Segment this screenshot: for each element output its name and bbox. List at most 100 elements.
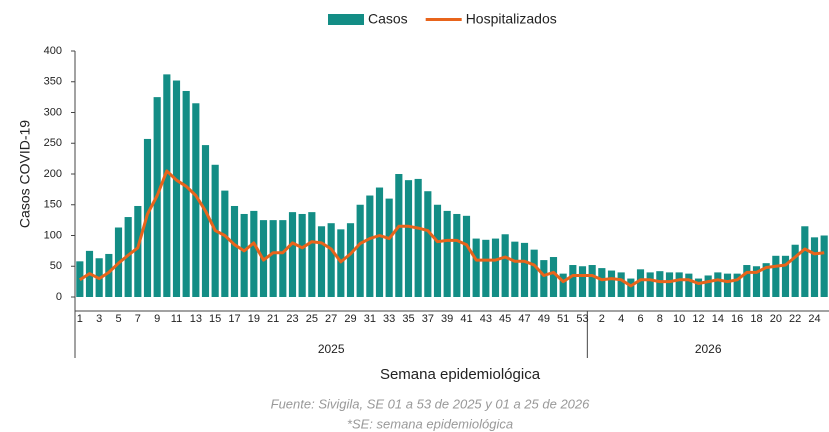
bar bbox=[269, 220, 277, 297]
y-tick-label: 350 bbox=[44, 76, 62, 88]
bar bbox=[820, 235, 828, 297]
bar bbox=[375, 187, 384, 297]
bar bbox=[134, 205, 142, 297]
bar bbox=[385, 198, 393, 297]
x-tick-label: 49 bbox=[538, 313, 550, 325]
x-tick-label: 8 bbox=[657, 313, 663, 325]
bar bbox=[743, 265, 751, 297]
bar bbox=[501, 234, 509, 297]
x-tick-label: 25 bbox=[306, 313, 318, 325]
x-tick-label: 37 bbox=[422, 313, 434, 325]
x-tick-label: 41 bbox=[460, 313, 472, 325]
bar bbox=[588, 265, 596, 297]
bar bbox=[308, 212, 316, 297]
x-tick-label: 22 bbox=[789, 313, 801, 325]
x-tick-label: 12 bbox=[692, 313, 704, 325]
x-tick-label: 29 bbox=[344, 313, 356, 325]
x-tick-label: 3 bbox=[96, 313, 102, 325]
footnote: *SE: semana epidemiológica bbox=[347, 416, 513, 431]
bar bbox=[172, 80, 181, 298]
bar bbox=[627, 278, 635, 297]
bar bbox=[549, 257, 558, 297]
bar bbox=[801, 226, 809, 297]
bar bbox=[443, 210, 451, 297]
bar bbox=[617, 272, 625, 297]
x-tick-label: 17 bbox=[228, 313, 240, 325]
y-tick-label: 150 bbox=[44, 199, 62, 211]
bar bbox=[791, 244, 799, 297]
bar bbox=[230, 205, 239, 297]
bar bbox=[433, 204, 442, 297]
bar bbox=[346, 223, 355, 297]
bar bbox=[733, 273, 741, 297]
bar bbox=[482, 239, 490, 297]
bar bbox=[366, 195, 374, 297]
x-tick-label: 2 bbox=[599, 313, 605, 325]
bar bbox=[182, 90, 190, 297]
bar bbox=[327, 223, 335, 297]
x-tick-label: 53 bbox=[576, 313, 588, 325]
source-note: Fuente: Sivigila, SE 01 a 53 de 2025 y 0… bbox=[271, 396, 591, 411]
x-tick-label: 43 bbox=[480, 313, 492, 325]
bar bbox=[105, 253, 113, 297]
bar bbox=[569, 265, 577, 297]
x-tick-label: 14 bbox=[712, 313, 724, 325]
bar bbox=[675, 272, 683, 297]
y-tick-label: 0 bbox=[56, 291, 62, 303]
bar bbox=[578, 266, 587, 297]
bar bbox=[163, 74, 171, 298]
bar bbox=[559, 273, 567, 297]
bar bbox=[704, 275, 712, 297]
x-tick-label: 6 bbox=[637, 313, 643, 325]
bar bbox=[298, 213, 306, 297]
bar bbox=[288, 212, 297, 297]
bar bbox=[472, 238, 480, 297]
bar bbox=[530, 249, 538, 297]
legend-label: Hospitalizados bbox=[466, 11, 557, 27]
group-label: 2025 bbox=[318, 342, 345, 356]
y-tick-label: 50 bbox=[50, 260, 62, 272]
x-tick-label: 39 bbox=[441, 313, 453, 325]
bar bbox=[462, 215, 471, 297]
y-tick-label: 300 bbox=[44, 106, 62, 118]
bar bbox=[762, 263, 770, 297]
bar bbox=[636, 269, 645, 297]
x-tick-label: 21 bbox=[267, 313, 279, 325]
x-tick-label: 47 bbox=[518, 313, 530, 325]
bar bbox=[772, 255, 780, 297]
bar bbox=[404, 180, 413, 297]
x-tick-label: 20 bbox=[770, 313, 782, 325]
legend-swatch bbox=[328, 14, 364, 25]
y-axis-title: Casos COVID-19 bbox=[17, 120, 33, 228]
x-tick-label: 15 bbox=[209, 313, 221, 325]
bar bbox=[598, 268, 606, 297]
bar bbox=[453, 213, 461, 297]
x-tick-label: 16 bbox=[731, 313, 743, 325]
bar bbox=[317, 226, 326, 297]
bar bbox=[714, 272, 722, 297]
bar bbox=[540, 260, 548, 297]
bar bbox=[752, 266, 761, 297]
y-tick-label: 250 bbox=[44, 137, 62, 149]
x-tick-label: 7 bbox=[135, 313, 141, 325]
bar bbox=[221, 190, 229, 297]
x-tick-label: 33 bbox=[383, 313, 395, 325]
x-tick-label: 18 bbox=[750, 313, 762, 325]
x-tick-label: 9 bbox=[154, 313, 160, 325]
bar bbox=[356, 204, 364, 297]
bar bbox=[694, 278, 703, 297]
bar bbox=[240, 213, 248, 297]
x-tick-label: 10 bbox=[673, 313, 685, 325]
x-tick-label: 24 bbox=[808, 313, 820, 325]
y-tick-label: 200 bbox=[44, 168, 62, 180]
bar bbox=[201, 145, 210, 297]
group-label: 2026 bbox=[695, 342, 722, 356]
bar bbox=[520, 242, 529, 297]
bar bbox=[810, 237, 819, 297]
x-axis-title: Semana epidemiológica bbox=[380, 366, 541, 383]
x-tick-label: 27 bbox=[325, 313, 337, 325]
x-tick-label: 13 bbox=[190, 313, 202, 325]
bar bbox=[414, 178, 422, 297]
line bbox=[78, 169, 825, 288]
